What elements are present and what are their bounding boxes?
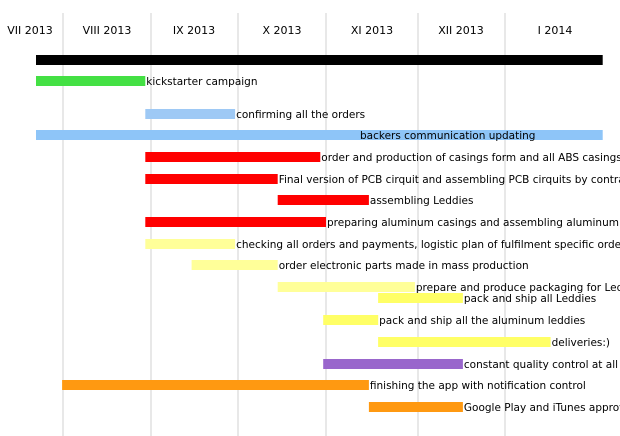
task-label: order and production of casings form and…: [321, 152, 620, 164]
task-bar: [62, 380, 369, 390]
task-bar: [323, 359, 463, 369]
task-bar: [145, 217, 326, 227]
month-tick-label: XII 2013: [438, 24, 484, 37]
month-tick-label: IX 2013: [173, 24, 215, 37]
task-bar: [145, 239, 236, 249]
task-labels: kickstarter campaign confirming all the o…: [146, 76, 620, 414]
month-tick-label: X 2013: [262, 24, 301, 37]
month-tick-label: VIII 2013: [83, 24, 132, 37]
task-label: backers communication updating: [360, 130, 535, 142]
task-bar: [145, 174, 278, 184]
task-label: kickstarter campaign: [146, 76, 257, 88]
task-bar: [36, 130, 603, 140]
task-bar: [378, 293, 463, 303]
month-axis-labels: VII 2013 VIII 2013 IX 2013 X 2013 XI 2013 XII…: [7, 24, 572, 37]
task-label: pack and ship all the aluminum leddies: [379, 315, 585, 327]
month-tick-label: XI 2013: [351, 24, 393, 37]
task-label: assembling Leddies: [370, 195, 474, 207]
task-label: checking all orders and payments, logist…: [236, 239, 620, 251]
task-bar: [191, 260, 278, 270]
task-bars: [36, 55, 603, 412]
month-tick-label: VII 2013: [7, 24, 53, 37]
task-bar: [145, 109, 236, 119]
task-label: prepare and produce packaging for Leddie: [416, 282, 620, 294]
timeline-bar: [36, 55, 603, 65]
task-bar: [36, 76, 146, 86]
task-label: confirming all the orders: [236, 109, 365, 121]
task-label: constant quality control at all stages: [464, 359, 620, 371]
task-bar: [368, 402, 463, 412]
task-label: pack and ship all Leddies: [464, 293, 596, 305]
task-bar: [277, 195, 369, 205]
task-label: Final version of PCB cirquit and assembl…: [279, 174, 620, 186]
month-tick-label: I 2014: [538, 24, 573, 37]
task-label: preparing aluminum casings and assemblin…: [327, 217, 620, 229]
task-label: deliveries:): [552, 337, 610, 349]
task-label: order electronic parts made in mass prod…: [279, 260, 529, 272]
task-bar: [277, 282, 415, 292]
task-label: finishing the app with notification cont…: [370, 380, 586, 392]
task-bar: [378, 337, 551, 347]
task-label: Google Play and iTunes approval process: [464, 402, 620, 414]
task-bar: [145, 152, 321, 162]
task-bar: [323, 315, 379, 325]
